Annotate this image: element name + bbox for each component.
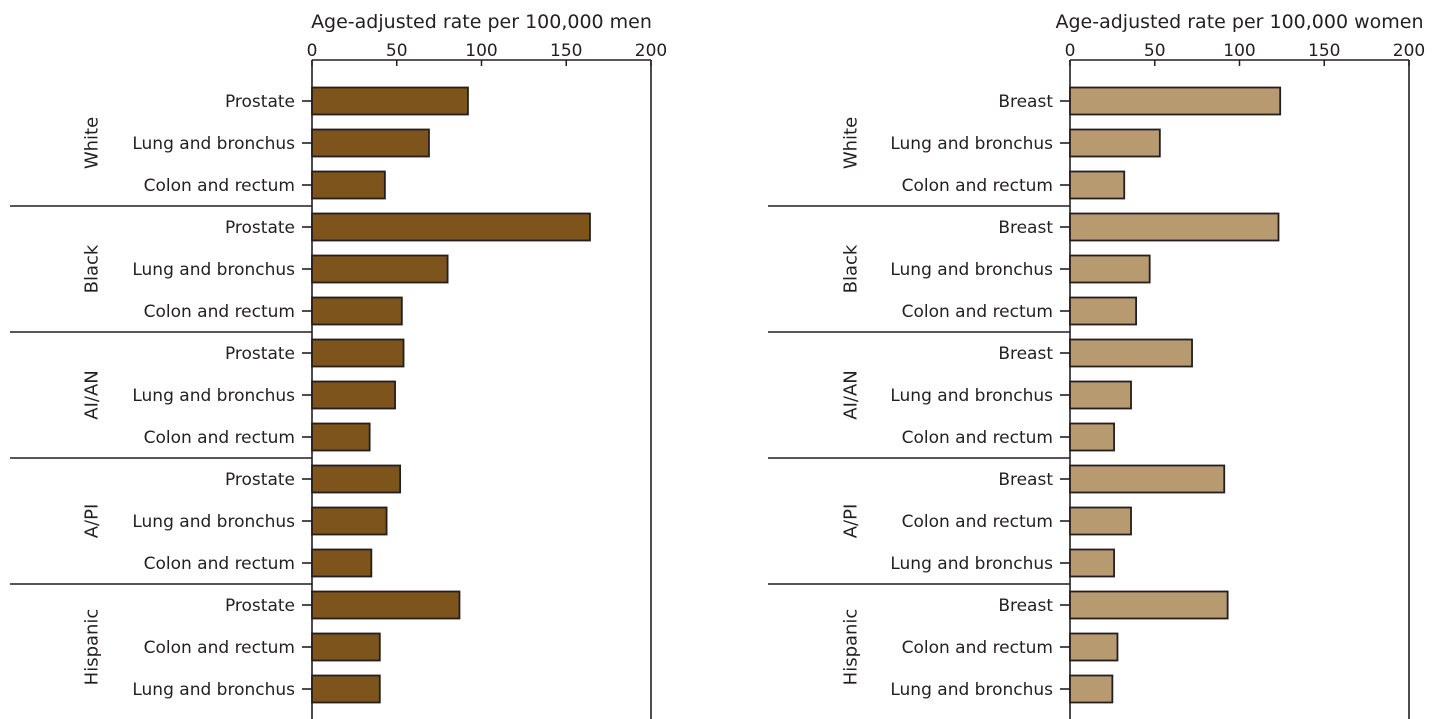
category-label: Colon and rectum [144,638,295,658]
bar [1069,590,1229,620]
bar [311,632,381,662]
category-label: Breast [998,470,1053,490]
bar [311,464,402,494]
bar [1069,338,1193,368]
category-label: Colon and rectum [902,512,1053,532]
x-tick-label: 0 [1065,41,1076,61]
category-label: Lung and bronchus [890,554,1053,574]
group-label: Black [841,244,862,293]
group-label: AI/AN [841,370,862,419]
bar [1069,254,1151,284]
category-label: Prostate [225,92,295,112]
category-label: Lung and bronchus [132,512,295,532]
bar [311,380,396,410]
category-label: Colon and rectum [144,302,295,322]
group-label: Hispanic [841,609,862,686]
bar [1069,170,1126,200]
category-label: Breast [998,596,1053,616]
category-label: Prostate [225,470,295,490]
category-label: Lung and bronchus [132,134,295,154]
category-label: Breast [998,344,1053,364]
category-label: Prostate [225,596,295,616]
category-label: Lung and bronchus [132,386,295,406]
category-label: Colon and rectum [144,428,295,448]
bar [1069,212,1280,242]
x-tick-label: 100 [465,41,497,61]
bar [1069,632,1119,662]
group-label: Black [82,244,103,293]
bar [311,338,405,368]
bar [311,422,371,452]
x-tick-label: 150 [550,41,582,61]
category-label: Colon and rectum [902,428,1053,448]
x-tick-label: 200 [1393,41,1425,61]
bar [311,212,591,242]
category-label: Lung and bronchus [132,680,295,700]
category-label: Colon and rectum [144,554,295,574]
x-tick-label: 0 [307,41,318,61]
bar [311,506,388,536]
x-tick-label: 50 [386,41,408,61]
x-tick-label: 150 [1308,41,1340,61]
bar [311,170,386,200]
category-label: Breast [998,92,1053,112]
x-tick-label: 100 [1223,41,1255,61]
category-label: Colon and rectum [902,176,1053,196]
bar [311,128,430,158]
bar [311,296,403,326]
group-label: A/PI [841,504,862,539]
category-label: Breast [998,218,1053,238]
group-label: White [82,117,103,169]
group-label: Hispanic [82,609,103,686]
bar [311,86,469,116]
women-panel: Age-adjusted rate per 100,000 women 0 50 10… [768,11,1425,719]
category-label: Lung and bronchus [890,134,1053,154]
bar [1069,506,1132,536]
bar [1069,548,1115,578]
bar [1069,296,1138,326]
group-label: White [841,117,862,169]
bar [1069,422,1115,452]
group-label: A/PI [82,504,103,539]
x-tick-label: 200 [635,41,667,61]
category-label: Lung and bronchus [132,260,295,280]
x-axis-title: Age-adjusted rate per 100,000 men [311,11,652,33]
bar [1069,674,1114,704]
bar [311,254,449,284]
x-tick-label: 50 [1144,41,1166,61]
category-label: Lung and bronchus [890,260,1053,280]
bar [1069,464,1226,494]
bar [311,548,373,578]
bar [1069,128,1161,158]
bar [311,674,381,704]
category-label: Colon and rectum [144,176,295,196]
category-label: Lung and bronchus [890,680,1053,700]
category-label: Colon and rectum [902,302,1053,322]
bar [311,590,461,620]
group-label: AI/AN [82,370,103,419]
men-panel: Age-adjusted rate per 100,000 men 0 50 100 1… [10,11,667,719]
bar [1069,380,1132,410]
category-label: Colon and rectum [902,638,1053,658]
bar [1069,86,1282,116]
x-axis-title: Age-adjusted rate per 100,000 women [1055,11,1423,33]
category-label: Prostate [225,218,295,238]
category-label: Lung and bronchus [890,386,1053,406]
category-label: Prostate [225,344,295,364]
